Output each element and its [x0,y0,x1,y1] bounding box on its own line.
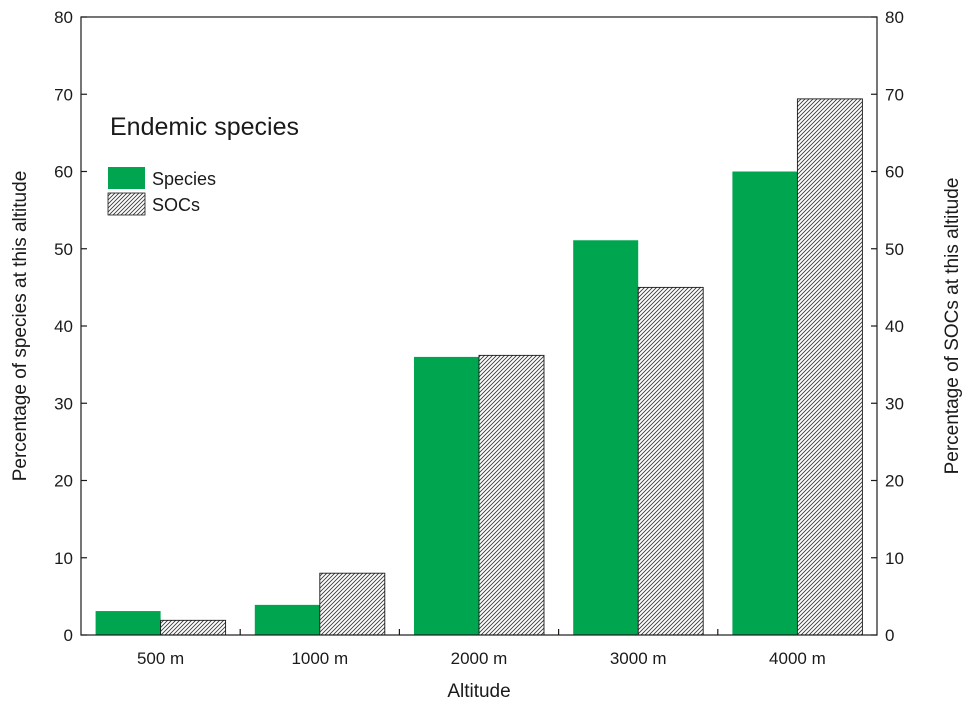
y-axis-title-left: Percentage of species at this altitude [10,171,31,482]
y-tick-label-right: 60 [885,163,904,182]
y-tick-label-left: 30 [54,394,73,413]
bar-socs-2000m [478,354,545,636]
bar-socs-4000m [796,98,863,636]
y-tick-label-left: 80 [54,8,73,27]
x-tick-label: 2000 m [451,649,508,668]
x-axis-title: Altitude [447,681,510,702]
legend-swatch-socs [107,192,146,216]
y-tick-label-left: 20 [54,472,73,491]
y-tick-label-left: 70 [54,85,73,104]
bar-species-4000m [732,171,798,635]
legend-label-species: Species [152,169,216,189]
x-tick-label: 3000 m [610,649,667,668]
legend: Species SOCs [107,167,216,216]
y-tick-label-right: 0 [885,626,894,645]
x-tick-label: 4000 m [769,649,826,668]
ticks-layer: 0 0 10 10 20 20 30 30 40 40 50 50 60 60 70 70 80 80 500 m 1… [54,8,904,668]
y-tick-label-right: 50 [885,240,904,259]
x-tick-label: 500 m [137,649,184,668]
bars-layer [95,98,863,636]
bar-socs-500m [160,619,227,636]
bar-species-500m [95,611,161,635]
y-tick-label-left: 10 [54,549,73,568]
y-tick-label-right: 10 [885,549,904,568]
y-tick-label-left: 50 [54,240,73,259]
bar-socs-3000m [637,286,704,636]
legend-swatch-species [108,167,145,189]
legend-label-socs: SOCs [152,195,200,215]
bar-species-1000m [254,604,320,635]
x-tick-label: 1000 m [291,649,348,668]
y-axis-title-right: Percentage of SOCs at this altitude [942,178,963,475]
chart-title: Endemic species [110,113,299,141]
y-tick-label-right: 20 [885,472,904,491]
y-tick-label-left: 40 [54,317,73,336]
y-tick-label-left: 60 [54,163,73,182]
y-tick-label-right: 80 [885,8,904,27]
y-tick-label-right: 40 [885,317,904,336]
bar-species-2000m [414,356,479,635]
y-tick-label-right: 70 [885,85,904,104]
bar-species-3000m [573,240,639,635]
y-tick-label-left: 0 [64,626,73,645]
y-tick-label-right: 30 [885,394,904,413]
bar-socs-1000m [319,572,386,636]
